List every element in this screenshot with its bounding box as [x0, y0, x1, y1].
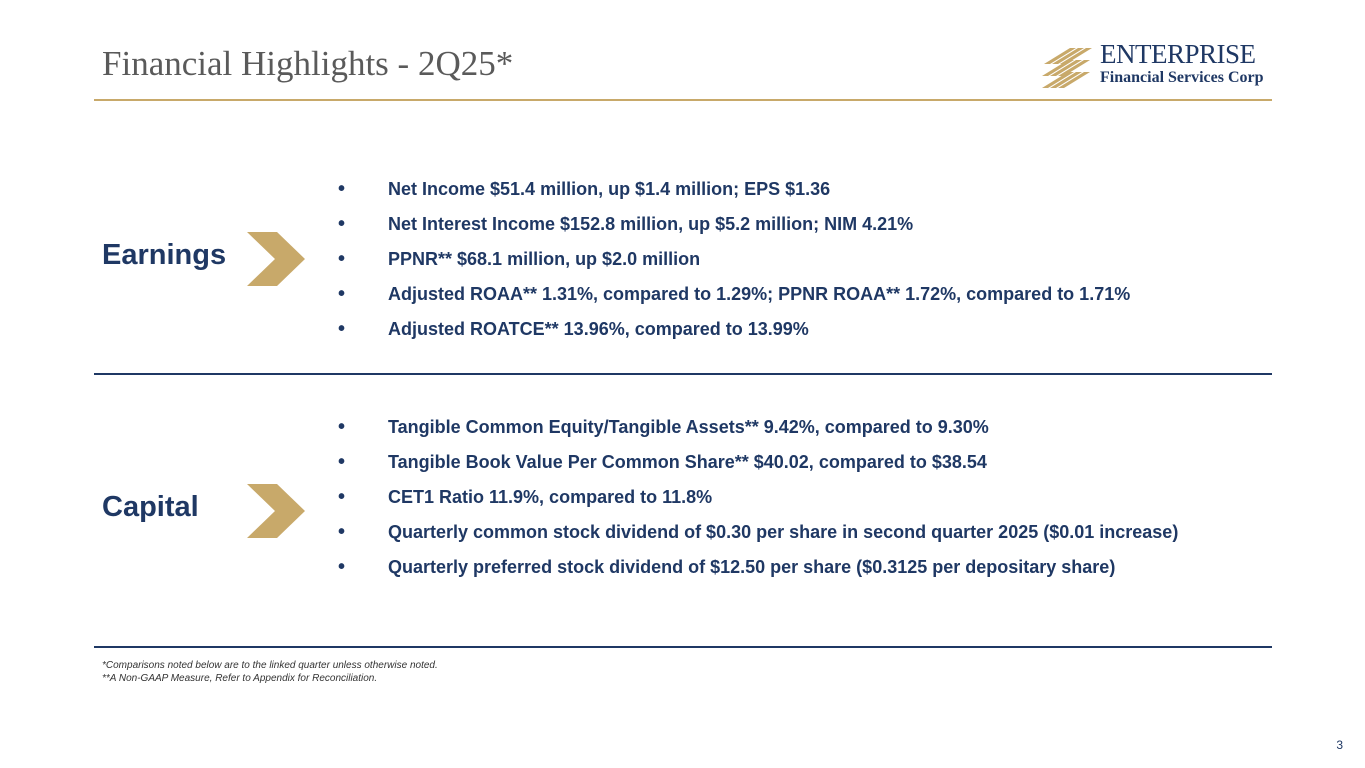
page-number: 3: [1336, 738, 1343, 752]
list-item: • Adjusted ROAA** 1.31%, compared to 1.29…: [338, 282, 1238, 306]
bullet-icon: •: [338, 248, 346, 270]
bullet-text: Quarterly common stock dividend of $0.30…: [388, 522, 1179, 542]
bullet-text: CET1 Ratio 11.9%, compared to 11.8%: [388, 487, 713, 507]
list-item: • Adjusted ROATCE** 13.96%, compared to 1…: [338, 317, 1238, 341]
bullet-text: PPNR** $68.1 million, up $2.0 million: [388, 249, 701, 269]
bullet-icon: •: [338, 283, 346, 305]
company-logo: ENTERPRISE Financial Services Corp: [1040, 39, 1280, 94]
bullet-icon: •: [338, 416, 346, 438]
logo-subtitle: Financial Services Corp: [1100, 69, 1264, 86]
bullet-icon: •: [338, 486, 346, 508]
bullet-icon: •: [338, 556, 346, 578]
list-item: • Tangible Book Value Per Common Share** …: [338, 450, 1238, 474]
list-item: • Quarterly common stock dividend of $0.3…: [338, 520, 1188, 544]
bullet-text: Net Interest Income $152.8 million, up $…: [388, 214, 914, 234]
bullet-icon: •: [338, 451, 346, 473]
logo-wordmark: ENTERPRISE: [1100, 39, 1256, 69]
bullet-icon: •: [338, 521, 346, 543]
chevron-right-icon: [247, 484, 305, 538]
bullet-icon: •: [338, 213, 346, 235]
earnings-bullet-list: • Net Income $51.4 million, up $1.4 milli…: [338, 177, 1238, 352]
section-divider: [94, 373, 1272, 375]
list-item: • PPNR** $68.1 million, up $2.0 million: [338, 247, 1238, 271]
footnotes: *Comparisons noted below are to the link…: [102, 659, 438, 685]
bullet-icon: •: [338, 318, 346, 340]
section-divider: [94, 646, 1272, 648]
bullet-text: Adjusted ROAA** 1.31%, compared to 1.29%…: [388, 284, 1131, 304]
footnote-2: **A Non-GAAP Measure, Refer to Appendix …: [102, 673, 378, 684]
capital-label: Capital: [102, 491, 199, 523]
bullet-text: Tangible Book Value Per Common Share** $…: [388, 452, 987, 472]
enterprise-logo-icon: [1042, 48, 1092, 88]
list-item: • Quarterly preferred stock dividend of $…: [338, 555, 1238, 579]
list-item: • Tangible Common Equity/Tangible Assets*…: [338, 415, 1238, 439]
earnings-label: Earnings: [102, 239, 227, 271]
bullet-icon: •: [338, 178, 346, 200]
bullet-text: Tangible Common Equity/Tangible Assets**…: [388, 417, 989, 437]
list-item: • CET1 Ratio 11.9%, compared to 11.8%: [338, 485, 1238, 509]
bullet-text: Quarterly preferred stock dividend of $1…: [388, 557, 1116, 577]
bullet-text: Adjusted ROATCE** 13.96%, compared to 13…: [388, 319, 809, 339]
title-divider: [94, 99, 1272, 101]
page-title: Financial Highlights - 2Q25*: [102, 44, 514, 83]
list-item: • Net Interest Income $152.8 million, up …: [338, 212, 1238, 236]
chevron-right-icon: [247, 232, 305, 286]
capital-bullet-list: • Tangible Common Equity/Tangible Assets*…: [338, 415, 1238, 590]
list-item: • Net Income $51.4 million, up $1.4 milli…: [338, 177, 1238, 201]
footnote-1: *Comparisons noted below are to the link…: [102, 660, 438, 671]
bullet-text: Net Income $51.4 million, up $1.4 millio…: [388, 179, 831, 199]
